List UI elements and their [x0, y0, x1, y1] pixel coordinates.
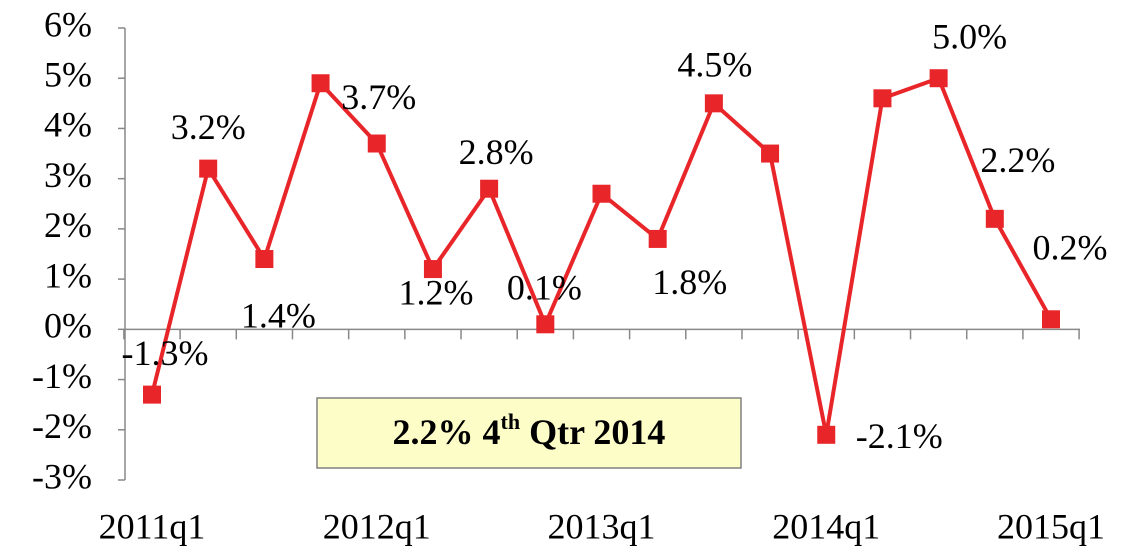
marker — [704, 94, 723, 113]
y-tick-label: 6% — [44, 4, 92, 44]
x-tick-label: 2012q1 — [323, 506, 431, 546]
line — [150, 76, 1053, 437]
annotation-box — [316, 397, 742, 469]
y-tick-label: 2% — [44, 205, 92, 245]
data-label: -2.1% — [856, 416, 943, 456]
data-label: 1.2% — [398, 272, 473, 312]
marker — [199, 159, 218, 178]
data-label: 3.2% — [171, 107, 246, 147]
y-tick-label: 1% — [44, 255, 92, 295]
marker — [985, 209, 1004, 228]
marker — [817, 425, 836, 444]
y-tick-label: 0% — [44, 306, 92, 346]
data-label: 5.0% — [932, 16, 1007, 56]
y-tick-label: -2% — [32, 406, 92, 446]
data-label: 0.2% — [1033, 228, 1108, 268]
marker — [592, 184, 611, 203]
marker — [311, 74, 330, 93]
annotation-text: Qtr 2014 — [520, 412, 665, 452]
y-tick-label: 4% — [44, 105, 92, 145]
y-tick-label: -3% — [32, 456, 92, 496]
annotation-superscript: th — [501, 409, 521, 434]
x-tick-label: 2013q1 — [548, 506, 656, 546]
marker — [367, 134, 386, 153]
data-label: 2.2% — [980, 140, 1055, 180]
marker — [873, 89, 892, 108]
marker — [255, 250, 274, 269]
data-label: 1.4% — [241, 295, 316, 335]
marker — [480, 179, 499, 198]
marker — [929, 69, 948, 88]
marker — [761, 144, 780, 163]
data-label: 0.1% — [507, 268, 582, 308]
marker — [648, 229, 667, 248]
marker — [536, 315, 555, 334]
x-tick-label: 2011q1 — [99, 506, 206, 546]
y-tick-label: 3% — [44, 155, 92, 195]
y-tick-label: -1% — [32, 356, 92, 396]
data-label: -1.3% — [122, 333, 209, 373]
data-label: 2.8% — [459, 132, 534, 172]
marker — [423, 260, 442, 279]
x-tick-label: 2014q1 — [772, 506, 880, 546]
annotation: 2.2% 4th Qtr 2014 — [393, 409, 666, 452]
data-label: 1.8% — [652, 262, 727, 302]
marker — [1042, 310, 1060, 329]
annotation-text: 2.2% 4 — [393, 412, 501, 452]
data-label: 4.5% — [677, 45, 752, 85]
x-tick-label: 2015q1 — [997, 506, 1105, 546]
data-label: 3.7% — [341, 77, 416, 117]
y-tick-label: 5% — [44, 54, 92, 94]
marker — [143, 385, 161, 404]
